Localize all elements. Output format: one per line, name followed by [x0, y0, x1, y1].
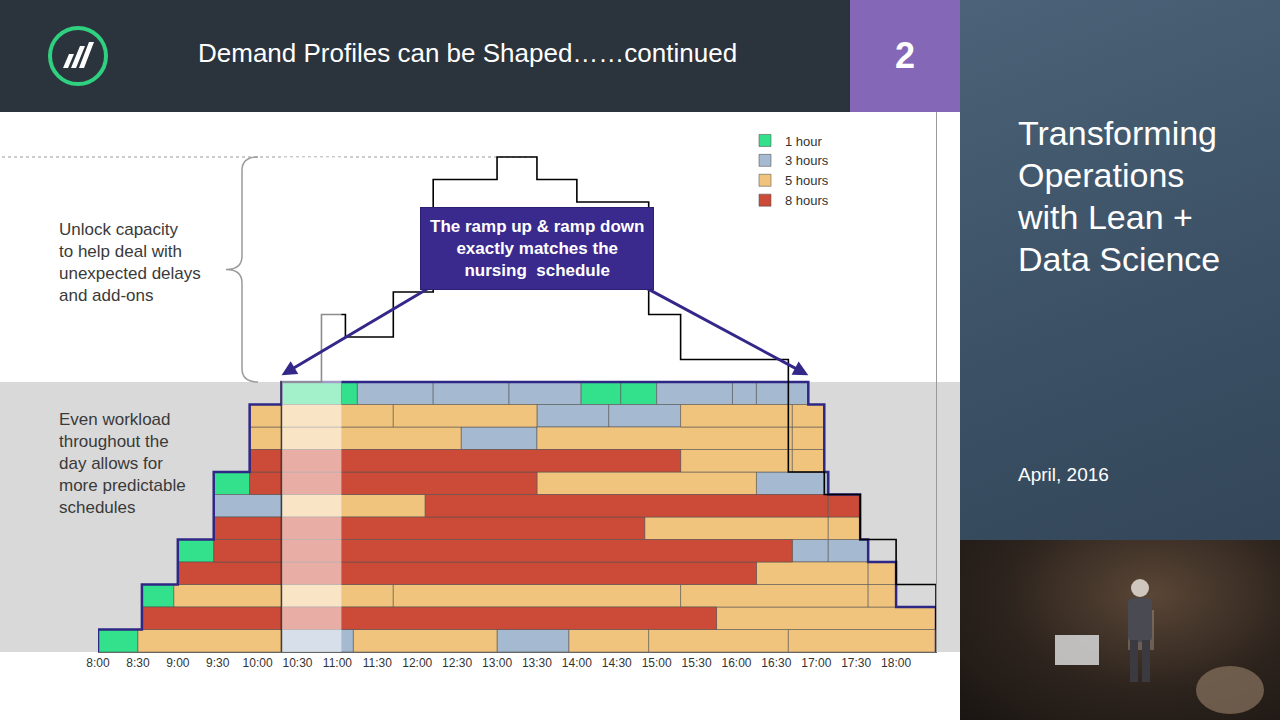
svg-text:15:00: 15:00	[642, 656, 672, 670]
svg-text:8 hours: 8 hours	[785, 193, 829, 208]
svg-text:15:30: 15:30	[682, 656, 712, 670]
svg-text:11:00: 11:00	[323, 656, 352, 670]
svg-text:16:00: 16:00	[721, 656, 751, 670]
html-text:2: 2	[895, 35, 915, 76]
svg-text:Even workloadthroughout theday: Even workloadthroughout theday allows fo…	[59, 410, 186, 517]
html-text:Transforming Operations with L: Transforming Operations with Lean + Data…	[1018, 114, 1221, 278]
svg-text:16:30: 16:30	[761, 656, 791, 670]
svg-text:13:00: 13:00	[482, 656, 512, 670]
svg-text:14:30: 14:30	[602, 656, 632, 670]
svg-text:10:30: 10:30	[283, 656, 313, 670]
svg-text:9:30: 9:30	[206, 656, 230, 670]
svg-text:Unlock capacityto help deal wi: Unlock capacityto help deal withunexpect…	[59, 220, 201, 305]
svg-text:5 hours: 5 hours	[785, 173, 829, 188]
svg-text:14:00: 14:00	[562, 656, 592, 670]
svg-text:13:30: 13:30	[522, 656, 552, 670]
svg-text:17:30: 17:30	[841, 656, 871, 670]
svg-text:11:30: 11:30	[363, 656, 392, 670]
svg-text:17:00: 17:00	[801, 656, 831, 670]
svg-text:3 hours: 3 hours	[785, 153, 829, 168]
html-text:Demand Profiles can be Shaped…: Demand Profiles can be Shaped……continued	[198, 38, 738, 68]
svg-text:The ramp up & ramp downexactly: The ramp up & ramp downexactly matches t…	[430, 217, 644, 280]
svg-text:12:00: 12:00	[402, 656, 432, 670]
html-text:April, 2016: April, 2016	[1018, 464, 1109, 485]
svg-text:12:30: 12:30	[442, 656, 472, 670]
svg-text:8:00: 8:00	[86, 656, 110, 670]
svg-text:1 hour: 1 hour	[785, 134, 823, 149]
svg-text:9:00: 9:00	[166, 656, 190, 670]
svg-text:18:00: 18:00	[881, 656, 911, 670]
svg-text:10:00: 10:00	[243, 656, 273, 670]
svg-text:8:30: 8:30	[126, 656, 150, 670]
